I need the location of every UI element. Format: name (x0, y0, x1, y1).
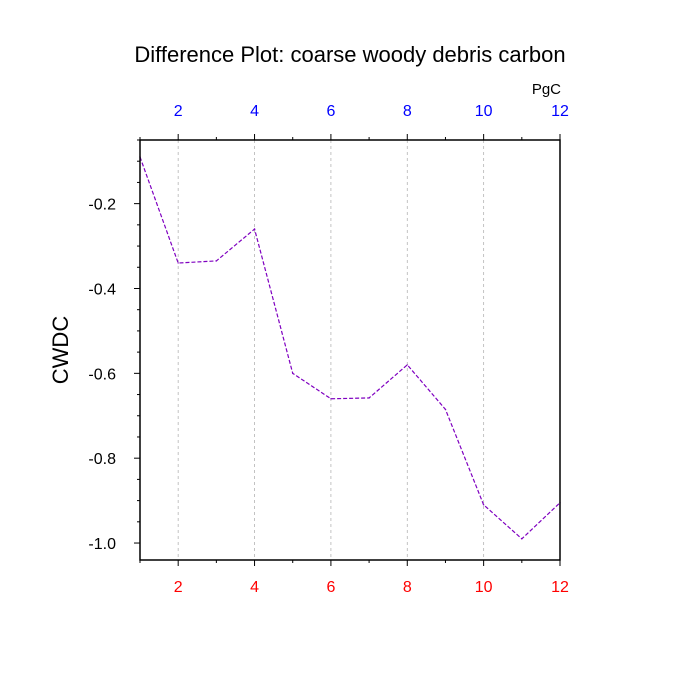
data-point (368, 397, 370, 399)
data-point (444, 408, 447, 411)
plot-frame (139, 139, 561, 561)
data-point (406, 364, 409, 366)
units-label: PgC (532, 81, 561, 98)
data-point (521, 537, 523, 540)
x-tick-label-bottom: 4 (250, 579, 259, 596)
grid-lines (177, 140, 561, 560)
y-tick-label: -0.6 (88, 366, 116, 383)
data-series-line (139, 156, 561, 540)
y-tick-label: -0.4 (88, 281, 116, 298)
x-tick-label-top: 2 (174, 103, 183, 120)
y-tick-label: -1.0 (88, 536, 116, 553)
data-point (215, 260, 218, 262)
x-tick-label-top: 8 (403, 103, 412, 120)
data-point (482, 504, 485, 506)
x-tick-label-bottom: 12 (551, 579, 569, 596)
data-point (330, 397, 332, 400)
axis-ticks (134, 134, 561, 566)
data-point (177, 262, 179, 264)
x-tick-label-bottom: 6 (326, 579, 335, 596)
series-lines (139, 156, 561, 540)
x-tick-label-bottom: 2 (174, 579, 183, 596)
y-tick-label: -0.8 (88, 451, 116, 468)
y-tick-label: -0.2 (88, 197, 116, 214)
tick-labels: 2 2 4 4 6 6 8 8 10 10 12 12 -0.2 -0.4 -0.6 -0.8 -1.0 (88, 103, 569, 596)
data-point (291, 372, 294, 375)
x-tick-label-top: 12 (551, 103, 569, 120)
x-tick-label-bottom: 8 (403, 579, 412, 596)
x-tick-label-top: 4 (250, 103, 259, 120)
x-tick-label-bottom: 10 (475, 579, 493, 596)
y-axis-label: CWDC (48, 316, 73, 385)
data-point (253, 228, 256, 230)
x-tick-label-top: 6 (326, 103, 335, 120)
chart-title: Difference Plot: coarse woody debris car… (134, 42, 565, 67)
x-tick-label-top: 10 (475, 103, 493, 120)
